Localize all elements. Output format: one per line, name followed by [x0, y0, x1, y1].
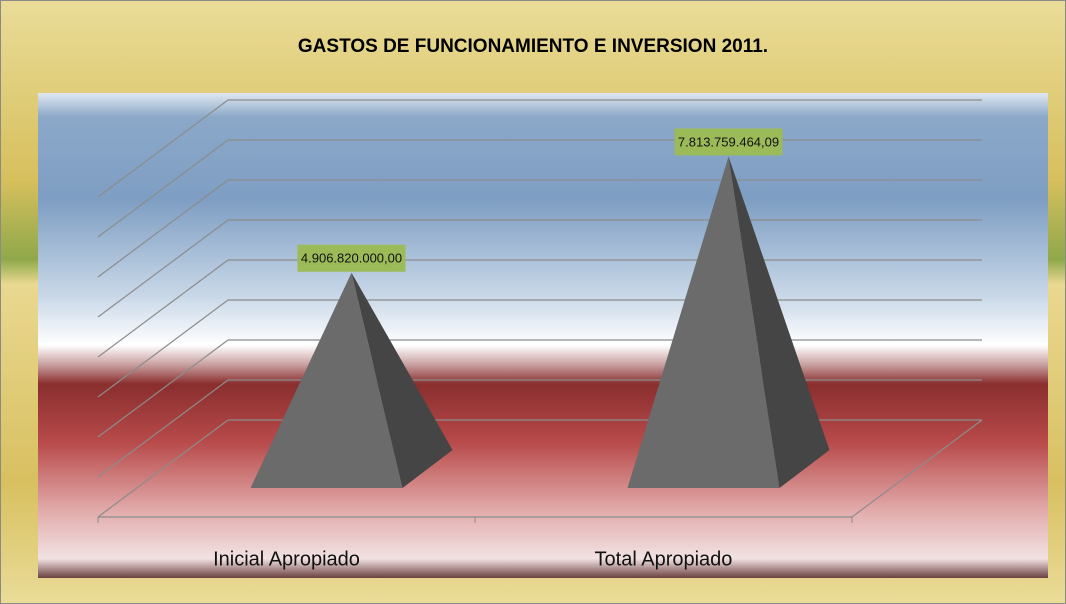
data-label-box — [674, 128, 783, 156]
grid-line-side — [97, 419, 229, 518]
chart-title: GASTOS DE FUNCIONAMIENTO E INVERSION 201… — [298, 36, 768, 57]
grid-line-side — [97, 99, 229, 198]
plot-area — [38, 93, 1048, 578]
floor-edge — [851, 419, 983, 518]
pyramid — [250, 272, 453, 488]
grid-line-side — [97, 139, 229, 238]
data-label: 7.813.759.464,09 — [678, 134, 779, 149]
data-label-box — [297, 244, 406, 272]
grid-line-side — [97, 219, 229, 318]
grid-line-side — [97, 259, 229, 358]
pyramid-side — [728, 156, 830, 488]
grid-line-side — [97, 339, 229, 438]
data-label: 4.906.820.000,00 — [301, 251, 402, 266]
pyramid-side — [351, 272, 453, 488]
pyramid-front — [250, 272, 403, 488]
grid-line-side — [97, 299, 229, 398]
grid-line-side — [97, 379, 229, 478]
x-tick-label: Inicial Apropiado — [213, 548, 360, 570]
pyramid — [627, 156, 830, 488]
grid-line-side — [97, 179, 229, 278]
pyramid-front — [627, 156, 780, 488]
x-tick-label: Total Apropiado — [595, 548, 733, 570]
